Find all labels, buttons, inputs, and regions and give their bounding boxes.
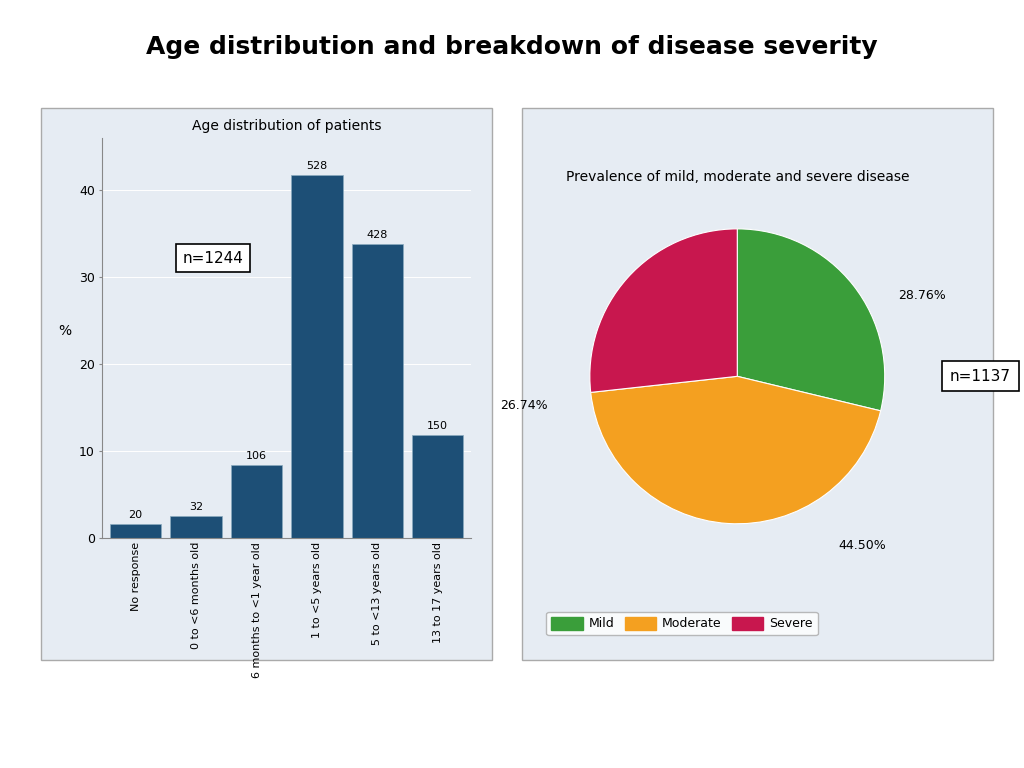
Wedge shape: [591, 376, 881, 524]
Bar: [412, 435, 464, 538]
Bar: [351, 243, 403, 538]
Legend: Mild, Moderate, Severe: Mild, Moderate, Severe: [546, 612, 818, 635]
Y-axis label: %: %: [58, 324, 72, 338]
Text: n=1244: n=1244: [182, 250, 244, 266]
Text: 428: 428: [367, 230, 388, 240]
Text: 28.76%: 28.76%: [898, 289, 945, 302]
Text: 26.74%: 26.74%: [500, 399, 547, 412]
Bar: [110, 524, 162, 538]
Wedge shape: [590, 229, 737, 392]
Text: 150: 150: [427, 421, 449, 431]
Title: Prevalence of mild, moderate and severe disease: Prevalence of mild, moderate and severe …: [565, 170, 909, 184]
Bar: [291, 175, 343, 538]
Text: 44.50%: 44.50%: [839, 539, 887, 552]
Text: 106: 106: [246, 452, 267, 462]
Text: 32: 32: [189, 502, 203, 512]
Text: 20: 20: [129, 511, 142, 521]
Text: Age distribution and breakdown of disease severity: Age distribution and breakdown of diseas…: [146, 35, 878, 58]
Bar: [230, 465, 283, 538]
Wedge shape: [737, 229, 885, 411]
Text: n=1137: n=1137: [950, 369, 1011, 384]
Title: Age distribution of patients: Age distribution of patients: [191, 119, 382, 133]
Text: 528: 528: [306, 161, 328, 171]
Bar: [170, 515, 222, 538]
